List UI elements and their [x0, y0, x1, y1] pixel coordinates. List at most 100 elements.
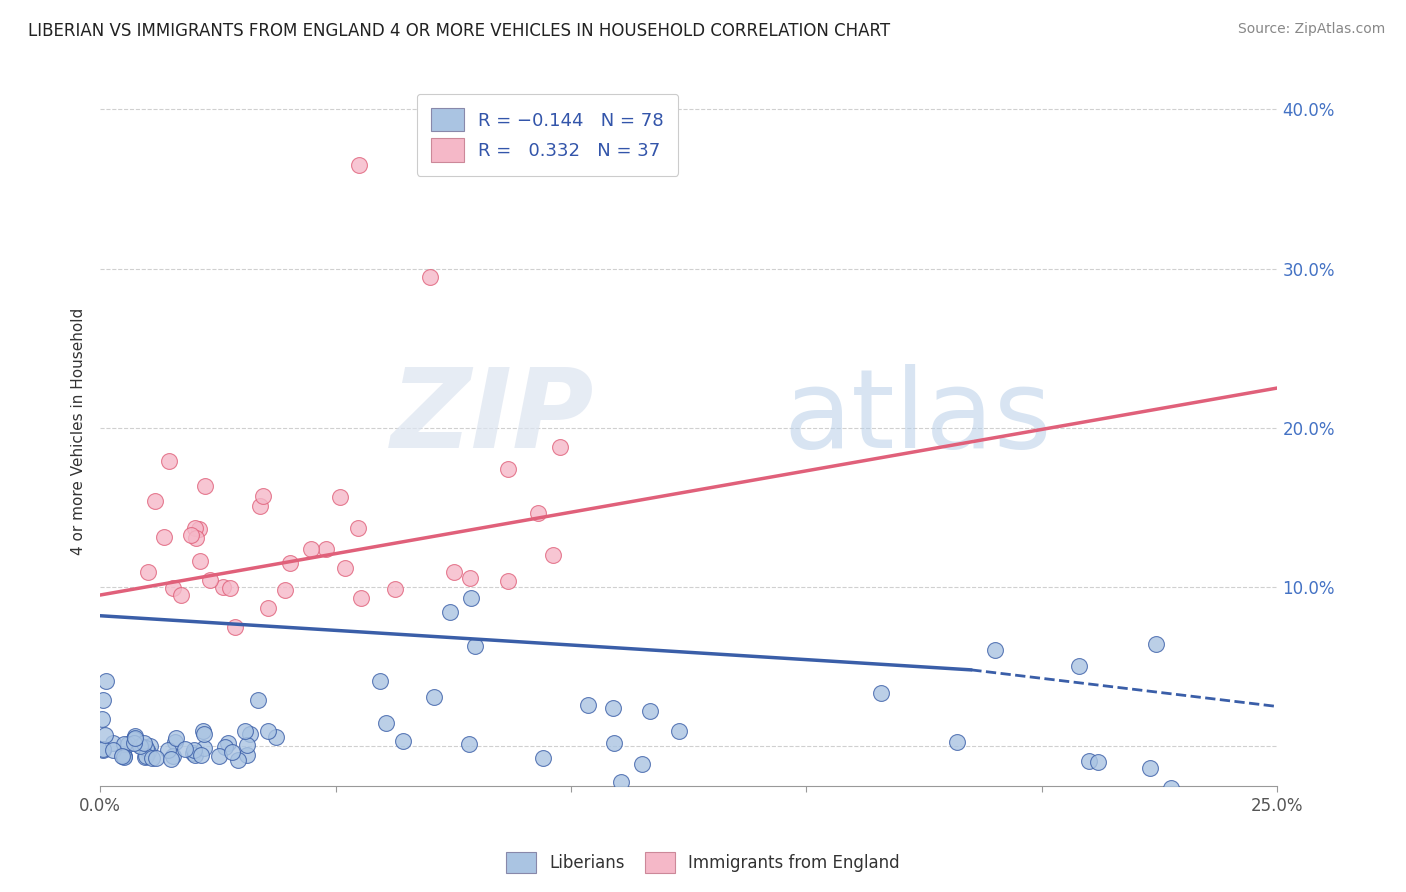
Point — [602, 701, 624, 715]
Point — [184, 747, 207, 762]
Point — [464, 639, 486, 653]
Point — [191, 723, 214, 738]
Point — [135, 740, 157, 755]
Point — [1078, 754, 1101, 768]
Point — [112, 748, 135, 763]
Point — [870, 686, 893, 700]
Point — [347, 158, 370, 172]
Point — [1139, 761, 1161, 775]
Point — [610, 775, 633, 789]
Point — [299, 542, 322, 557]
Point — [246, 693, 269, 707]
Point — [101, 743, 124, 757]
Point — [212, 580, 235, 594]
Point — [219, 582, 242, 596]
Point — [136, 745, 159, 759]
Point — [165, 734, 187, 748]
Point — [214, 739, 236, 754]
Point — [208, 749, 231, 764]
Point — [180, 527, 202, 541]
Point — [496, 574, 519, 588]
Point — [249, 499, 271, 513]
Point — [638, 704, 661, 718]
Point — [548, 441, 571, 455]
Point — [350, 591, 373, 605]
Legend: R = −0.144   N = 78, R =   0.332   N = 37: R = −0.144 N = 78, R = 0.332 N = 37 — [416, 94, 678, 176]
Point — [181, 747, 204, 761]
Point — [256, 723, 278, 738]
Point — [1160, 780, 1182, 795]
Point — [531, 751, 554, 765]
Point — [945, 734, 967, 748]
Point — [460, 571, 482, 585]
Point — [157, 454, 180, 468]
Point — [252, 489, 274, 503]
Point — [315, 541, 337, 556]
Point — [131, 739, 153, 754]
Point — [165, 731, 187, 746]
Point — [94, 728, 117, 742]
Point — [228, 753, 250, 767]
Point — [527, 506, 550, 520]
Point — [256, 601, 278, 615]
Point — [439, 605, 461, 619]
Point — [329, 490, 352, 504]
Point — [668, 723, 690, 738]
Point — [94, 673, 117, 688]
Point — [188, 522, 211, 536]
Point — [141, 751, 163, 765]
Point — [576, 698, 599, 712]
Point — [443, 565, 465, 579]
Point — [139, 739, 162, 753]
Point — [273, 582, 295, 597]
Point — [128, 739, 150, 753]
Point — [156, 743, 179, 757]
Point — [1067, 658, 1090, 673]
Point — [368, 673, 391, 688]
Point — [152, 530, 174, 544]
Point — [239, 727, 262, 741]
Point — [110, 748, 132, 763]
Point — [384, 582, 406, 597]
Point — [101, 736, 124, 750]
Point — [162, 749, 184, 764]
Point — [1087, 756, 1109, 770]
Point — [264, 730, 287, 744]
Point — [422, 690, 444, 705]
Point — [134, 750, 156, 764]
Point — [193, 727, 215, 741]
Point — [91, 712, 114, 726]
Point — [122, 736, 145, 750]
Point — [347, 521, 370, 535]
Point — [160, 752, 183, 766]
Point — [174, 742, 197, 756]
Point — [1146, 637, 1168, 651]
Point — [541, 549, 564, 563]
Point — [333, 560, 356, 574]
Point — [112, 737, 135, 751]
Point — [194, 479, 217, 493]
Point — [188, 554, 211, 568]
Point — [117, 737, 139, 751]
Point — [136, 565, 159, 579]
Text: LIBERIAN VS IMMIGRANTS FROM ENGLAND 4 OR MORE VEHICLES IN HOUSEHOLD CORRELATION : LIBERIAN VS IMMIGRANTS FROM ENGLAND 4 OR… — [28, 22, 890, 40]
Point — [236, 747, 259, 762]
Point — [603, 736, 626, 750]
Point — [496, 462, 519, 476]
Point — [190, 747, 212, 762]
Point — [143, 493, 166, 508]
Point — [135, 749, 157, 764]
Point — [217, 736, 239, 750]
Point — [134, 736, 156, 750]
Point — [112, 750, 135, 764]
Point — [162, 581, 184, 595]
Point — [193, 741, 215, 756]
Y-axis label: 4 or more Vehicles in Household: 4 or more Vehicles in Household — [72, 308, 86, 556]
Point — [169, 588, 191, 602]
Text: Source: ZipAtlas.com: Source: ZipAtlas.com — [1237, 22, 1385, 37]
Point — [375, 716, 398, 731]
Point — [631, 756, 654, 771]
Point — [91, 741, 114, 756]
Point — [184, 521, 207, 535]
Point — [419, 269, 441, 284]
